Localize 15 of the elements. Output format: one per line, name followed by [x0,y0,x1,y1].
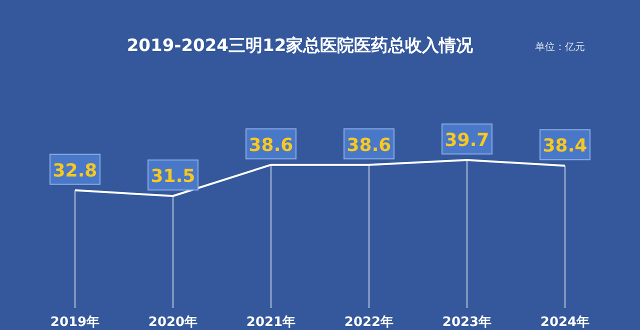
plot: 32.8 31.5 38.6 38.6 39.7 38.4 [50,124,590,308]
data-label: 38.4 [542,136,588,157]
data-label: 32.8 [52,160,98,182]
x-tick-label: 2021年 [246,315,296,330]
text: 单位：亿元 [535,41,585,53]
data-label: 39.7 [444,130,490,151]
x-tick-label: 2019年 [50,315,100,330]
chart-title: 2019-2024三明12家总医院医药总收入情况 [126,36,474,56]
x-tick-label: 2020年 [148,315,198,330]
x-tick-label: 2023年 [442,315,492,330]
data-label: 38.6 [346,134,392,156]
data-label: 31.5 [150,166,196,187]
x-tick-label: 2024年 [540,315,590,330]
data-label: 38.6 [248,134,294,156]
x-tick-label: 2022年 [344,315,394,330]
